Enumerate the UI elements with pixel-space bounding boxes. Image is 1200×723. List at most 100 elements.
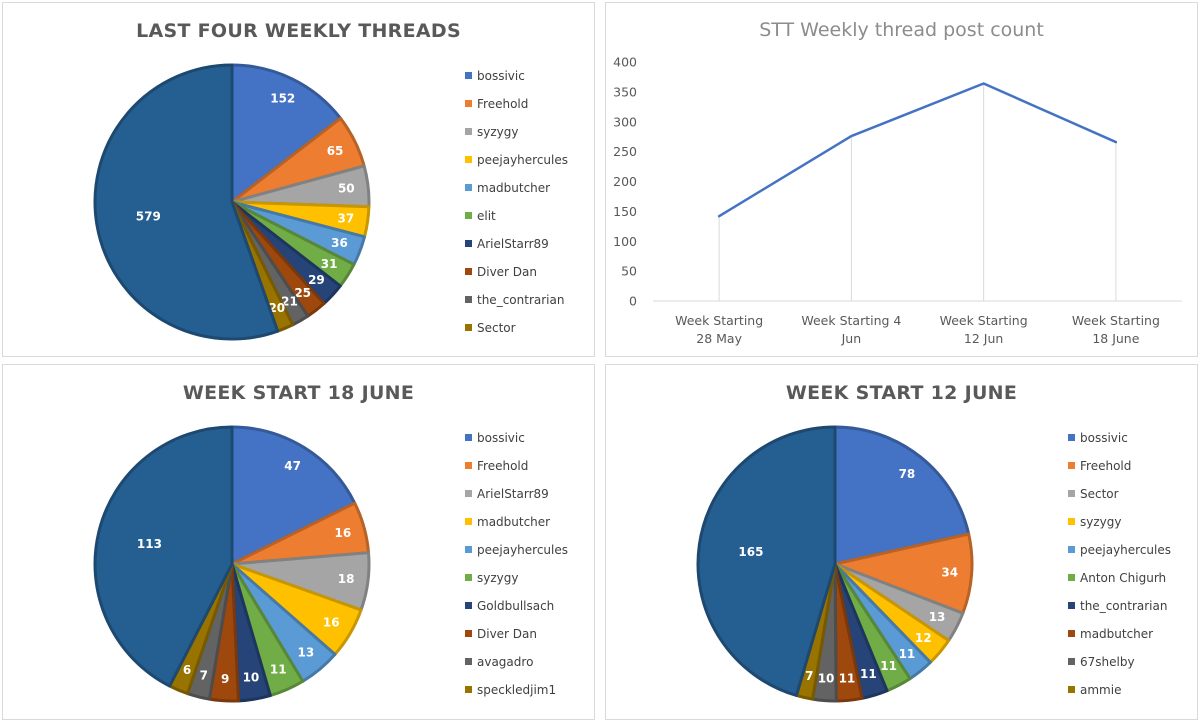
y-tick-label: 350 [613,84,637,99]
legend-label: bossivic [477,69,525,83]
data-label: 11 [270,662,287,676]
legend-swatch [465,686,472,693]
legend-label: ArielStarr89 [477,487,549,501]
line-chart-svg: 0 50 100 150 200 250 300 350 400 Week Starting 28 … [613,55,1182,346]
legend-item: syzygy [465,571,518,585]
pie-panel-week-18-june: WEEK START 18 JUNE 47 16 18 16 13 11 10 9 7 6 113 … [2,364,595,720]
legend-label: syzygy [1080,515,1122,529]
legend-label: ammie [1080,683,1122,697]
legend-swatch [1068,602,1075,609]
data-label: 11 [880,659,897,673]
legend-label: Anton Chigurh [1080,571,1167,585]
data-label: 11 [839,671,856,685]
legend-swatch [1068,574,1075,581]
legend-swatch [465,296,472,303]
data-label: 20 [268,301,285,315]
legend-swatch [465,324,472,331]
legend-item: madbutcher [1068,627,1153,641]
pie-slice [93,63,280,341]
pie-slice [230,425,357,566]
data-label: 16 [335,526,352,540]
pie-panel-week-12-june: WEEK START 12 JUNE 78 34 13 12 11 11 11 11 10 7 16… [605,364,1198,720]
data-label: 47 [284,459,301,473]
data-label: 7 [200,669,208,683]
y-tick-label: 100 [613,234,637,249]
legend-label: syzygy [477,125,519,139]
legend-label: Freehold [477,97,529,111]
pie-slice [93,425,234,688]
legend-label: peejayhercules [1080,543,1172,557]
legend-item: bossivic [465,431,525,445]
legend-item: madbutcher [465,515,550,529]
pie-slice [230,63,342,204]
legend-item: Diver Dan [465,265,537,279]
legend-swatch [465,630,472,637]
data-label: 29 [308,273,325,287]
legend-label: Diver Dan [477,627,538,641]
legend-swatch [1068,686,1075,693]
data-label: 65 [327,144,344,158]
legend-swatch [465,462,472,469]
data-label: 13 [298,645,315,659]
pie-slice [833,425,971,566]
legend-label: the_contrarian [1080,599,1168,613]
data-label: 12 [915,631,932,645]
y-tick-label: 300 [613,114,637,129]
pie-chart-svg: 47 16 18 16 13 11 10 976 113 [93,425,371,703]
legend-label: madbutcher [477,515,551,529]
legend-label: Sector [1080,487,1119,501]
legend-swatch [465,490,472,497]
data-label: 113 [137,537,162,551]
legend-swatch [465,268,472,275]
legend-item: ArielStarr89 [465,237,549,251]
legend-label: 67shelby [1080,655,1135,669]
line-panel-weekly-post-count: STT Weekly thread post count 0 50 100 150 20… [605,2,1198,357]
legend-swatch [1068,434,1075,441]
legend-item: Freehold [465,459,528,473]
data-label: 36 [331,236,348,250]
legend-label: ArielStarr89 [477,237,549,251]
legend-swatch [1068,658,1075,665]
data-label: 50 [338,182,355,196]
chart-title: LAST FOUR WEEKLY THREADS [136,20,461,42]
pie-slice [696,425,837,697]
data-label: 11 [860,667,877,681]
data-label: 579 [136,209,161,223]
y-tick-label: 250 [613,144,637,159]
data-label: 37 [338,212,355,226]
data-label: 9 [221,672,229,686]
legend-label: bossivic [477,431,525,445]
data-label: 31 [321,257,338,271]
legend-label: Diver Dan [477,265,538,279]
legend-label: Freehold [1080,459,1132,473]
x-tick-label: Week Starting 12 Jun [940,313,1028,346]
legend-swatch [465,574,472,581]
legend-swatch [1068,630,1075,637]
legend-item: bossivic [1068,431,1128,445]
legend-item: peejayhercules [465,543,568,557]
legend-item: Diver Dan [465,627,537,641]
legend-swatch [1068,518,1075,525]
legend-label: madbutcher [477,181,551,195]
legend-label: Sector [477,321,516,335]
legend-label: avagadro [477,655,534,669]
legend-swatch [465,212,472,219]
legend-item: Sector [1068,487,1119,501]
legend-swatch [465,184,472,191]
legend-swatch [465,240,472,247]
legend-item: syzygy [465,125,518,139]
x-tick-label: Week Starting 18 June [1072,313,1160,346]
data-label: 152 [270,92,295,106]
y-tick-label: 400 [613,55,637,70]
data-label: 13 [929,610,946,624]
legend-label: Goldbullsach [477,599,555,613]
data-label: 6 [183,663,191,677]
legend-swatch [465,518,472,525]
data-label: 21 [281,295,298,309]
legend-item: avagadro [465,655,533,669]
data-label: 25 [294,286,311,300]
legend-item: 67shelby [1068,655,1135,669]
legend-label: speckledjim1 [477,683,557,697]
legend-label: syzygy [477,571,519,585]
